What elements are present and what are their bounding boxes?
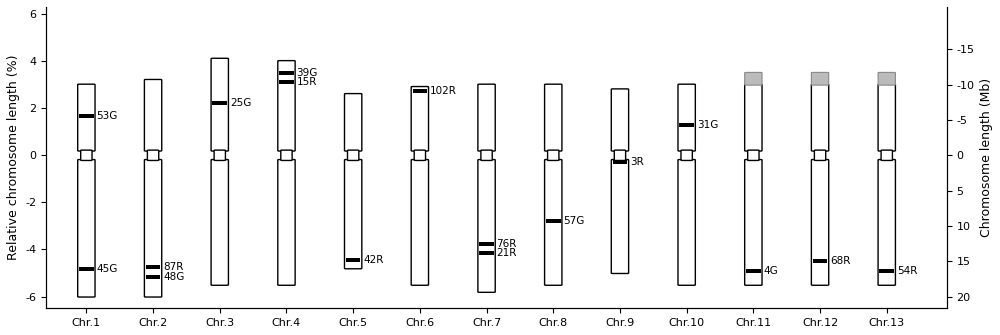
FancyBboxPatch shape	[478, 159, 495, 292]
Bar	[79, 267, 94, 271]
FancyBboxPatch shape	[481, 150, 492, 160]
Bar	[479, 242, 494, 246]
Bar	[279, 80, 294, 84]
Text: 4G: 4G	[763, 266, 778, 276]
Text: 48G: 48G	[163, 272, 184, 281]
FancyBboxPatch shape	[78, 84, 95, 151]
Bar	[279, 71, 294, 75]
FancyBboxPatch shape	[414, 150, 426, 160]
Bar	[813, 259, 827, 263]
FancyBboxPatch shape	[144, 159, 162, 297]
FancyBboxPatch shape	[78, 159, 95, 297]
FancyBboxPatch shape	[811, 159, 829, 285]
Bar	[413, 89, 427, 93]
Bar	[146, 275, 160, 278]
Y-axis label: Chromosome length (Mb): Chromosome length (Mb)	[980, 78, 993, 237]
Text: 76R: 76R	[497, 239, 517, 249]
Text: 3R: 3R	[630, 157, 644, 168]
Text: 31G: 31G	[697, 120, 718, 130]
Text: 54R: 54R	[897, 266, 917, 276]
Bar	[879, 269, 894, 273]
FancyBboxPatch shape	[281, 150, 292, 160]
FancyBboxPatch shape	[344, 159, 362, 269]
Text: 45G: 45G	[96, 264, 118, 274]
FancyBboxPatch shape	[678, 84, 695, 151]
Text: 87R: 87R	[163, 262, 183, 272]
FancyBboxPatch shape	[611, 89, 629, 151]
Text: 15R: 15R	[296, 77, 317, 87]
Text: 102R: 102R	[430, 86, 457, 96]
FancyBboxPatch shape	[347, 150, 359, 160]
FancyBboxPatch shape	[811, 72, 829, 85]
FancyBboxPatch shape	[748, 150, 759, 160]
FancyBboxPatch shape	[211, 58, 228, 151]
FancyBboxPatch shape	[878, 159, 895, 285]
Bar	[679, 123, 694, 127]
Bar	[79, 115, 94, 119]
FancyBboxPatch shape	[681, 150, 692, 160]
FancyBboxPatch shape	[878, 72, 895, 85]
Bar	[346, 258, 360, 262]
FancyBboxPatch shape	[147, 150, 159, 160]
FancyBboxPatch shape	[344, 93, 362, 151]
FancyBboxPatch shape	[614, 150, 626, 160]
Bar	[146, 265, 160, 269]
FancyBboxPatch shape	[678, 159, 695, 285]
Text: 39G: 39G	[296, 68, 318, 78]
FancyBboxPatch shape	[745, 72, 762, 85]
FancyBboxPatch shape	[545, 159, 562, 285]
Bar	[613, 160, 627, 164]
Text: 57G: 57G	[563, 216, 585, 226]
Text: 42R: 42R	[363, 255, 384, 265]
FancyBboxPatch shape	[278, 61, 295, 151]
FancyBboxPatch shape	[211, 159, 228, 285]
FancyBboxPatch shape	[545, 84, 562, 151]
FancyBboxPatch shape	[144, 79, 162, 151]
FancyBboxPatch shape	[81, 150, 92, 160]
FancyBboxPatch shape	[478, 84, 495, 151]
FancyBboxPatch shape	[811, 84, 829, 151]
FancyBboxPatch shape	[278, 159, 295, 285]
Bar	[212, 102, 227, 106]
Bar	[479, 251, 494, 255]
FancyBboxPatch shape	[878, 84, 895, 151]
Text: 53G: 53G	[96, 112, 118, 121]
FancyBboxPatch shape	[214, 150, 225, 160]
FancyBboxPatch shape	[611, 159, 629, 273]
Text: 68R: 68R	[830, 256, 850, 266]
FancyBboxPatch shape	[745, 84, 762, 151]
FancyBboxPatch shape	[411, 86, 429, 151]
Bar	[546, 219, 561, 223]
Text: 21R: 21R	[497, 248, 517, 258]
Y-axis label: Relative chromosome length (%): Relative chromosome length (%)	[7, 55, 20, 260]
FancyBboxPatch shape	[411, 159, 429, 285]
Text: 25G: 25G	[230, 98, 251, 109]
FancyBboxPatch shape	[548, 150, 559, 160]
FancyBboxPatch shape	[814, 150, 826, 160]
FancyBboxPatch shape	[745, 159, 762, 285]
FancyBboxPatch shape	[881, 150, 892, 160]
Bar	[746, 269, 761, 273]
